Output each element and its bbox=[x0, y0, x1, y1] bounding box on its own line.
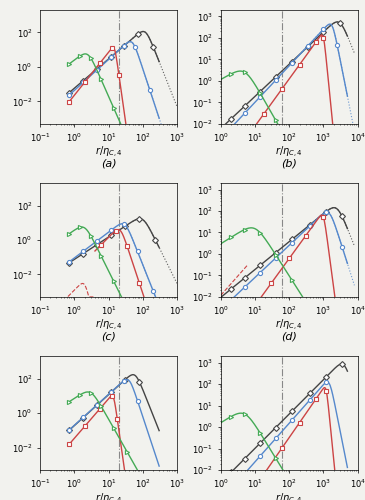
X-axis label: $r/\eta_{C,4}$: $r/\eta_{C,4}$ bbox=[276, 318, 303, 334]
X-axis label: $r/\eta_{C,4}$: $r/\eta_{C,4}$ bbox=[95, 146, 122, 160]
X-axis label: $r/\eta_{C,4}$: $r/\eta_{C,4}$ bbox=[95, 492, 122, 500]
Text: (a): (a) bbox=[101, 158, 116, 168]
Text: (b): (b) bbox=[281, 158, 297, 168]
Text: (d): (d) bbox=[281, 331, 297, 341]
Text: (c): (c) bbox=[101, 331, 116, 341]
X-axis label: $r/\eta_{C,4}$: $r/\eta_{C,4}$ bbox=[95, 318, 122, 334]
X-axis label: $r/\eta_{C,4}$: $r/\eta_{C,4}$ bbox=[276, 492, 303, 500]
X-axis label: $r/\eta_{C,4}$: $r/\eta_{C,4}$ bbox=[276, 146, 303, 160]
